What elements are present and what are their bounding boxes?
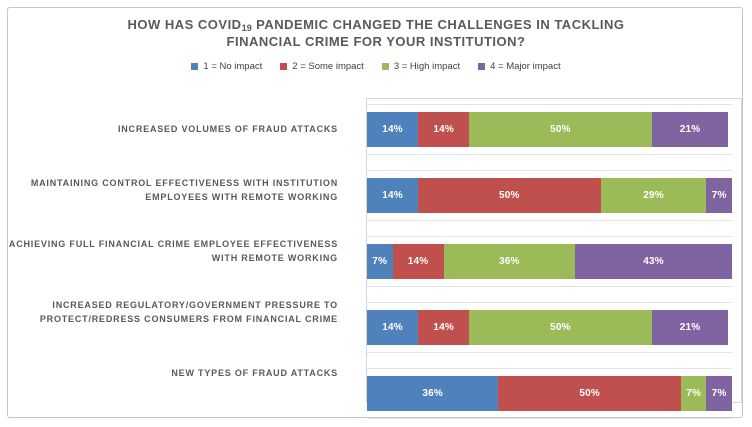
bar-segment-label: 29% bbox=[643, 190, 664, 201]
bar-segment-label: 21% bbox=[679, 322, 701, 333]
bar-segment-label: 7% bbox=[711, 190, 727, 201]
legend-item-label: 2 = Some impact bbox=[292, 61, 364, 72]
legend-item: 1 = No impact bbox=[191, 61, 262, 72]
category-label: INCREASED REGULATORY/GOVERNMENT PRESSURE… bbox=[39, 299, 338, 324]
bar-segment-label: 14% bbox=[433, 322, 454, 333]
bar-row-band: 7% 14% 36% 43% bbox=[367, 236, 732, 287]
bar-segment: 21% bbox=[651, 310, 729, 345]
category-label: ACHIEVING FULL FINANCIAL CRIME EMPLOYEE … bbox=[8, 238, 338, 263]
title-text-pre: HOW HAS COVID bbox=[127, 17, 242, 32]
bar-segment: 50% bbox=[418, 178, 601, 213]
legend-item: 3 = High impact bbox=[381, 61, 461, 72]
legend: 1 = No impact 2 = Some impact 3 = High imp… bbox=[0, 61, 752, 72]
bar-segment-label: 14% bbox=[407, 256, 429, 267]
plot-area: 14% 14% 50% 21% 14% 50% 29% 7% 7% 14% 36% 43% 14% 14%… bbox=[366, 98, 742, 419]
bar-segment: 21% bbox=[651, 112, 729, 147]
bar-row-band: 14% 14% 50% 21% bbox=[367, 104, 732, 155]
bar-segment: 50% bbox=[469, 310, 652, 345]
category-labels: INCREASED VOLUMES OF FRAUD ATTACKS MAINTA… bbox=[8, 98, 352, 403]
title-text-rest: PANDEMIC CHANGED THE CHALLENGES IN TACKL… bbox=[252, 17, 625, 32]
bar-segment-label: 14% bbox=[382, 322, 403, 333]
bar-segment: 7% bbox=[706, 376, 732, 411]
legend-item: 4 = Major impact bbox=[478, 61, 561, 72]
bar-row-band: 36% 50% 7% 7% bbox=[367, 368, 732, 419]
legend-color-swatch bbox=[381, 63, 389, 70]
bar-segment-label: 14% bbox=[382, 124, 403, 135]
bar-segment: 29% bbox=[600, 178, 707, 213]
bar-segment-label: 43% bbox=[643, 256, 664, 267]
chart-title-line-1: HOW HAS COVID19 PANDEMIC CHANGED THE CHA… bbox=[0, 17, 752, 34]
bar-row: 36% 50% 7% 7% bbox=[367, 368, 741, 427]
bar-segment-label: 14% bbox=[433, 124, 454, 135]
legend-item-label: 3 = High impact bbox=[393, 61, 461, 72]
bar-segment: 14% bbox=[418, 112, 470, 147]
bar-row: 14% 14% 50% 21% bbox=[367, 104, 741, 165]
bar-segment: 43% bbox=[575, 244, 732, 279]
legend-color-swatch bbox=[191, 63, 199, 70]
bar-segment-label: 7% bbox=[711, 388, 727, 399]
bar-segment-label: 50% bbox=[499, 190, 520, 201]
chart-title: HOW HAS COVID19 PANDEMIC CHANGED THE CHA… bbox=[0, 17, 752, 49]
legend-item: 2 = Some impact bbox=[280, 61, 364, 72]
bar-segment-label: 36% bbox=[499, 256, 520, 267]
category-label: INCREASED VOLUMES OF FRAUD ATTACKS bbox=[117, 123, 338, 134]
bar-segment: 7% bbox=[680, 376, 707, 411]
bar-row-band: 14% 50% 29% 7% bbox=[367, 170, 732, 221]
bar-row: 7% 14% 36% 43% bbox=[367, 236, 741, 297]
bar-segment-label: 7% bbox=[686, 388, 702, 399]
bar-segment-label: 14% bbox=[382, 190, 403, 201]
bar-segment: 50% bbox=[498, 376, 681, 411]
legend-color-swatch bbox=[478, 63, 486, 70]
bar-segment: 36% bbox=[367, 376, 499, 411]
stacked-bar: 36% 50% 7% 7% bbox=[367, 376, 732, 411]
legend-color-swatch bbox=[280, 63, 288, 70]
stacked-bar: 14% 14% 50% 21% bbox=[367, 112, 732, 147]
bar-segment: 14% bbox=[367, 112, 419, 147]
stacked-bar: 14% 50% 29% 7% bbox=[367, 178, 732, 213]
bar-segment-label: 36% bbox=[422, 388, 443, 399]
bar-segment: 7% bbox=[706, 178, 732, 213]
stacked-bar: 7% 14% 36% 43% bbox=[367, 244, 732, 279]
covid-subscript: 19 bbox=[241, 23, 252, 33]
bar-segment: 14% bbox=[367, 310, 419, 345]
bar-segment-label: 7% bbox=[372, 256, 388, 267]
bar-row: 14% 14% 50% 21% bbox=[367, 302, 741, 363]
bar-segment: 36% bbox=[443, 244, 576, 279]
bar-row-band: 14% 14% 50% 21% bbox=[367, 302, 732, 353]
category-label: MAINTAINING CONTROL EFFECTIVENESS WITH I… bbox=[30, 177, 338, 202]
stacked-bar: 14% 14% 50% 21% bbox=[367, 310, 732, 345]
bar-segment: 50% bbox=[469, 112, 652, 147]
legend-item-label: 1 = No impact bbox=[203, 61, 263, 72]
bar-segment-label: 50% bbox=[550, 124, 571, 135]
legend-item-label: 4 = Major impact bbox=[490, 61, 561, 72]
bar-segment: 14% bbox=[418, 310, 470, 345]
bar-segment: 14% bbox=[367, 178, 419, 213]
bar-segment-label: 50% bbox=[550, 322, 571, 333]
category-label: NEW TYPES OF FRAUD ATTACKS bbox=[171, 367, 338, 378]
bar-segment-label: 21% bbox=[679, 124, 701, 135]
bar-segment: 7% bbox=[367, 244, 393, 279]
bar-segment-label: 50% bbox=[579, 388, 600, 399]
chart-title-line-2: FINANCIAL CRIME FOR YOUR INSTITUTION? bbox=[226, 34, 526, 49]
bar-row: 14% 50% 29% 7% bbox=[367, 170, 741, 231]
bar-segment: 14% bbox=[392, 244, 444, 279]
